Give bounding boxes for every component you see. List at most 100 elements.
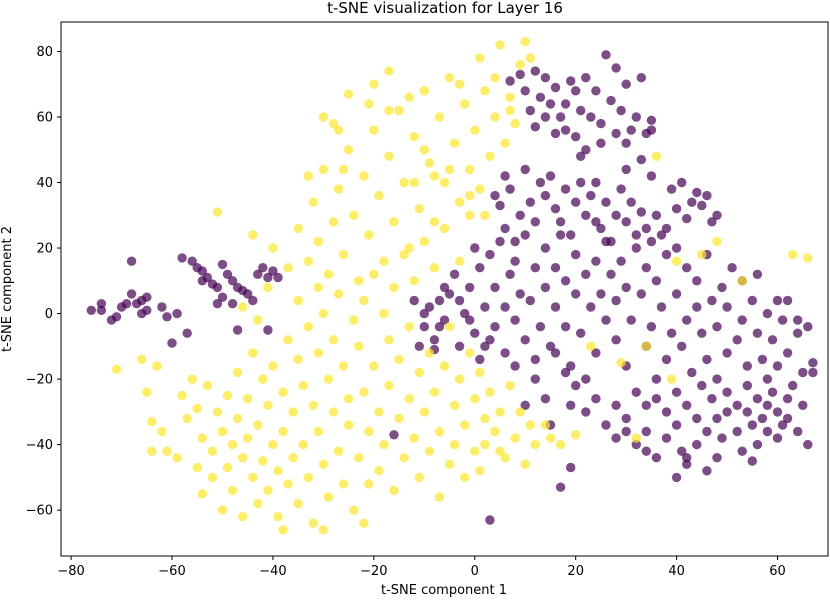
data-point-purple — [227, 299, 238, 309]
data-point-purple — [712, 453, 722, 463]
data-point-purple — [555, 230, 566, 240]
data-point-purple — [419, 322, 429, 332]
data-point-yellow — [470, 446, 480, 456]
data-point-yellow — [555, 439, 566, 450]
data-point-yellow — [217, 426, 228, 437]
data-point-yellow — [419, 86, 429, 96]
data-point-purple — [793, 426, 803, 437]
data-point-yellow — [364, 99, 374, 109]
data-point-purple — [439, 315, 450, 325]
data-point-purple — [661, 433, 672, 443]
data-point-yellow — [147, 417, 157, 427]
data-point-purple — [530, 217, 540, 227]
data-point-purple — [682, 315, 692, 325]
data-point-yellow — [384, 380, 394, 391]
data-point-yellow — [328, 118, 339, 129]
data-point-purple — [641, 426, 651, 437]
data-point-purple — [742, 380, 752, 391]
data-point-purple — [217, 292, 228, 302]
data-point-purple — [671, 387, 682, 397]
data-point-purple — [545, 99, 556, 109]
data-point-purple — [651, 394, 662, 404]
data-point-yellow — [525, 420, 535, 430]
data-point-purple — [621, 426, 631, 437]
data-point-purple — [601, 50, 611, 60]
data-point-purple — [126, 289, 137, 299]
data-point-yellow — [449, 439, 460, 450]
data-point-yellow — [500, 453, 510, 463]
data-point-purple — [540, 112, 551, 122]
data-point-purple — [752, 328, 763, 338]
data-point-purple — [505, 269, 515, 279]
data-point-purple — [747, 295, 757, 306]
data-point-yellow — [510, 118, 520, 129]
data-point-yellow — [298, 380, 308, 391]
data-point-yellow — [354, 276, 364, 286]
data-point-purple — [757, 354, 768, 365]
data-point-yellow — [454, 374, 465, 384]
data-point-purple — [540, 243, 551, 253]
data-point-yellow — [454, 197, 465, 207]
data-point-purple — [611, 63, 621, 73]
data-point-purple — [520, 86, 530, 96]
data-point-purple — [697, 380, 707, 391]
data-point-yellow — [192, 462, 202, 473]
data-point-purple — [767, 387, 778, 397]
y-tick-label: −20 — [26, 373, 53, 388]
data-point-yellow — [404, 92, 414, 103]
data-point-purple — [581, 145, 591, 155]
data-point-purple — [611, 335, 621, 345]
data-point-purple — [243, 289, 253, 299]
data-point-purple — [510, 236, 520, 247]
data-point-yellow — [379, 256, 389, 266]
data-point-purple — [480, 302, 490, 312]
data-point-purple — [808, 358, 818, 368]
data-point-yellow — [263, 282, 273, 293]
data-point-purple — [596, 138, 606, 148]
data-point-purple — [677, 446, 687, 456]
data-point-yellow — [419, 236, 429, 247]
data-point-purple — [520, 400, 530, 410]
data-point-yellow — [389, 282, 399, 293]
data-point-yellow — [505, 92, 515, 103]
data-point-purple — [752, 269, 763, 279]
data-point-yellow — [384, 335, 394, 345]
data-point-yellow — [278, 426, 288, 437]
data-point-yellow — [349, 505, 359, 515]
data-point-yellow — [217, 505, 228, 515]
data-point-yellow — [424, 348, 435, 358]
data-point-purple — [465, 282, 475, 293]
data-point-purple — [560, 184, 571, 194]
data-point-purple — [591, 348, 601, 358]
data-point-yellow — [414, 367, 424, 378]
data-point-purple — [717, 282, 727, 293]
data-point-yellow — [460, 472, 470, 483]
data-point-yellow — [480, 210, 490, 220]
data-point-purple — [692, 413, 702, 424]
data-point-purple — [182, 328, 192, 338]
data-point-purple — [576, 177, 586, 188]
data-point-purple — [540, 282, 551, 293]
data-point-yellow — [475, 367, 485, 378]
data-point-purple — [621, 164, 631, 175]
data-point-purple — [475, 263, 485, 273]
y-tick-label: 0 — [45, 307, 53, 322]
data-point-yellow — [480, 413, 490, 424]
data-point-yellow — [480, 439, 490, 450]
data-point-yellow — [434, 492, 445, 502]
data-point-purple — [682, 400, 692, 410]
data-point-yellow — [384, 105, 394, 116]
data-point-purple — [495, 236, 505, 247]
data-point-yellow — [192, 403, 202, 414]
data-point-purple — [510, 315, 520, 325]
data-point-yellow — [308, 518, 318, 528]
data-point-purple — [571, 197, 581, 207]
data-point-yellow — [495, 40, 505, 50]
data-point-yellow — [111, 364, 122, 374]
data-point-yellow — [475, 466, 485, 476]
data-point-purple — [646, 171, 657, 181]
data-point-yellow — [369, 361, 379, 371]
data-point-yellow — [697, 249, 707, 260]
data-point-yellow — [475, 53, 485, 63]
data-point-yellow — [263, 400, 273, 410]
